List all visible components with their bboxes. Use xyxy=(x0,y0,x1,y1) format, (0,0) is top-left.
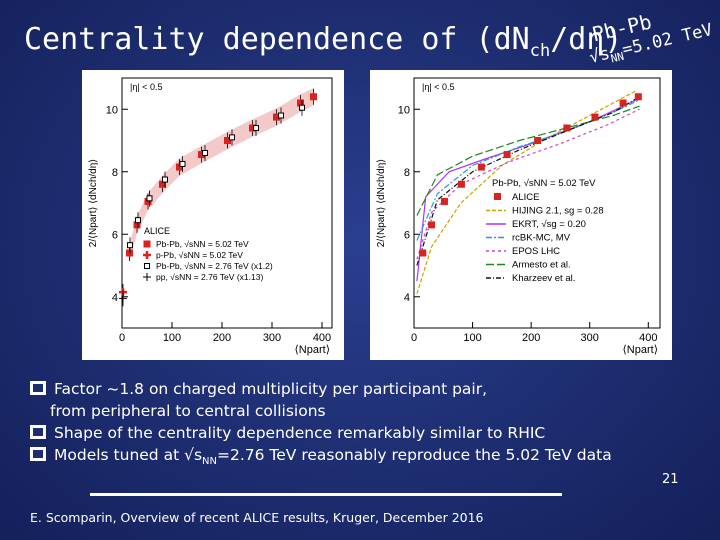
bullet-item: Factor ~1.8 on charged multiplicity per … xyxy=(30,378,612,400)
data-point xyxy=(428,221,436,229)
bullet-marker-icon xyxy=(30,381,46,395)
y-tick-label: 8 xyxy=(404,167,410,179)
data-point xyxy=(159,180,166,188)
page-number: 21 xyxy=(662,472,679,487)
legend-title: Pb-Pb, √sNN = 5.02 TeV xyxy=(492,178,596,189)
legend-entry: Pb-Pb, √sNN = 5.02 TeV xyxy=(156,239,249,249)
data-point xyxy=(299,104,305,111)
legend-entry: rcBK-MC, MV xyxy=(512,233,571,244)
eta-label: |η| < 0.5 xyxy=(130,82,162,92)
bullet-list: Factor ~1.8 on charged multiplicity per … xyxy=(30,378,612,473)
bullet-marker-icon xyxy=(30,425,46,439)
data-point xyxy=(534,137,542,144)
data-point xyxy=(224,137,231,144)
data-point xyxy=(176,163,183,171)
data-point xyxy=(278,112,284,119)
legend-entry: HIJING 2.1, sg = 0.28 xyxy=(512,206,604,217)
x-axis-label: ⟨Npart⟩ xyxy=(295,344,330,356)
bullet-item-continuation: from peripheral to central collisions xyxy=(50,402,326,420)
footer-divider xyxy=(90,493,562,496)
left-chart-panel: 0 100 200 300 400 4 6 8 10 |η| < 0.5 ⟨Npart⟩ 2/⟨Npa… xyxy=(82,70,344,360)
plot-frame xyxy=(121,77,333,329)
data-point xyxy=(146,195,153,202)
data-point xyxy=(198,151,205,159)
x-tick-label: 200 xyxy=(213,332,231,344)
data-point xyxy=(179,160,186,167)
model-curve xyxy=(416,99,640,241)
data-point xyxy=(477,163,485,171)
data-point xyxy=(143,251,151,259)
data-point xyxy=(127,242,133,249)
legend-entry: p-Pb, √sNN = 5.02 TeV xyxy=(156,250,243,260)
data-point xyxy=(310,93,317,101)
data-point xyxy=(634,93,642,101)
model-curve xyxy=(416,105,640,216)
system-energy-label: Pb-Pb √sNN=5.02 TeV xyxy=(587,0,716,73)
x-tick-label: 100 xyxy=(463,332,481,344)
right-chart: 0 100 200 300 400 4 6 8 10 |η| < 0.5 ⟨Npart⟩ 2/⟨Npa… xyxy=(376,77,661,356)
bullet-marker-icon xyxy=(30,447,46,461)
data-point xyxy=(503,151,511,159)
legend-title: ALICE xyxy=(144,226,170,236)
legend-entry: Kharzeev et al. xyxy=(512,273,575,284)
data-point xyxy=(126,249,133,257)
legend-entry: pp, √sNN = 2.76 TeV (x1.13) xyxy=(156,272,263,282)
data-point xyxy=(162,176,168,183)
bullet-item: Models tuned at √sNN=2.76 TeV reasonably… xyxy=(30,444,612,473)
y-tick-label: 4 xyxy=(112,292,118,304)
x-tick-label: 300 xyxy=(263,332,281,344)
data-point xyxy=(457,180,465,188)
y-tick-label: 6 xyxy=(404,229,410,241)
legend-entry: ALICE xyxy=(512,192,539,203)
legend-entry: Armesto et al. xyxy=(512,260,571,271)
y-tick-label: 10 xyxy=(398,104,410,116)
data-point xyxy=(144,197,152,205)
x-tick-label: 400 xyxy=(639,332,657,344)
data-point xyxy=(143,273,151,281)
x-tick-label: 0 xyxy=(119,332,125,344)
y-tick-label: 4 xyxy=(404,292,410,304)
footer-text: E. Scomparin, Overview of recent ALICE r… xyxy=(30,510,484,525)
y-tick-label: 10 xyxy=(106,104,118,116)
data-point xyxy=(591,113,599,121)
data-point xyxy=(253,125,259,131)
x-tick-label: 300 xyxy=(581,332,599,344)
data-point xyxy=(419,249,427,257)
data-point xyxy=(297,99,304,107)
model-curve xyxy=(416,108,640,260)
x-tick-label: 200 xyxy=(522,332,540,344)
data-point xyxy=(563,124,571,132)
left-chart: 0 100 200 300 400 4 6 8 10 |η| < 0.5 ⟨Npart⟩ 2/⟨Npa… xyxy=(88,77,333,356)
legend-entry: Pb-Pb, √sNN = 2.76 TeV (x1.2) xyxy=(156,261,273,271)
legend-entry: EPOS LHC xyxy=(512,246,560,257)
x-tick-label: 0 xyxy=(411,332,417,344)
data-point xyxy=(229,134,235,141)
y-tick-label: 8 xyxy=(112,167,118,179)
data-point xyxy=(273,113,280,121)
bullet-item: Shape of the centrality dependence remar… xyxy=(30,422,612,444)
x-tick-label: 400 xyxy=(313,332,331,344)
y-axis-label: 2/⟨Npart⟩ ⟨dNch/dη⟩ xyxy=(376,159,387,248)
x-tick-label: 100 xyxy=(163,332,181,344)
data-point xyxy=(440,197,448,205)
data-point xyxy=(619,99,627,107)
y-tick-label: 6 xyxy=(112,229,118,241)
x-axis-label: ⟨Npart⟩ xyxy=(623,344,658,356)
data-point xyxy=(144,263,150,269)
right-chart-panel: 0 100 200 300 400 4 6 8 10 |η| < 0.5 ⟨Npart⟩ 2/⟨Npa… xyxy=(370,70,672,360)
data-point xyxy=(133,221,141,229)
data-point xyxy=(249,124,256,132)
legend-marker xyxy=(494,193,501,200)
eta-label: |η| < 0.5 xyxy=(422,82,454,92)
slide-title: Centrality dependence of (dNch/dη) xyxy=(24,22,623,61)
data-point xyxy=(143,240,151,248)
legend-entry: EKRT, √sg = 0.20 xyxy=(512,219,586,230)
data-point xyxy=(119,294,127,303)
data-point xyxy=(135,217,141,224)
systematic-band xyxy=(129,88,314,262)
y-axis-label: 2/⟨Npart⟩ ⟨dNch/dη⟩ xyxy=(88,159,99,248)
plot-frame xyxy=(413,77,661,329)
data-point xyxy=(202,150,208,156)
